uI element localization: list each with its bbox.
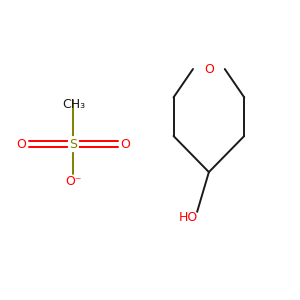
Text: O: O xyxy=(16,138,26,151)
Text: O: O xyxy=(204,62,214,76)
Text: CH₃: CH₃ xyxy=(62,98,85,112)
Text: S: S xyxy=(69,138,77,151)
Text: HO: HO xyxy=(179,211,198,224)
Text: O⁻: O⁻ xyxy=(65,175,82,188)
Text: O: O xyxy=(121,138,130,151)
